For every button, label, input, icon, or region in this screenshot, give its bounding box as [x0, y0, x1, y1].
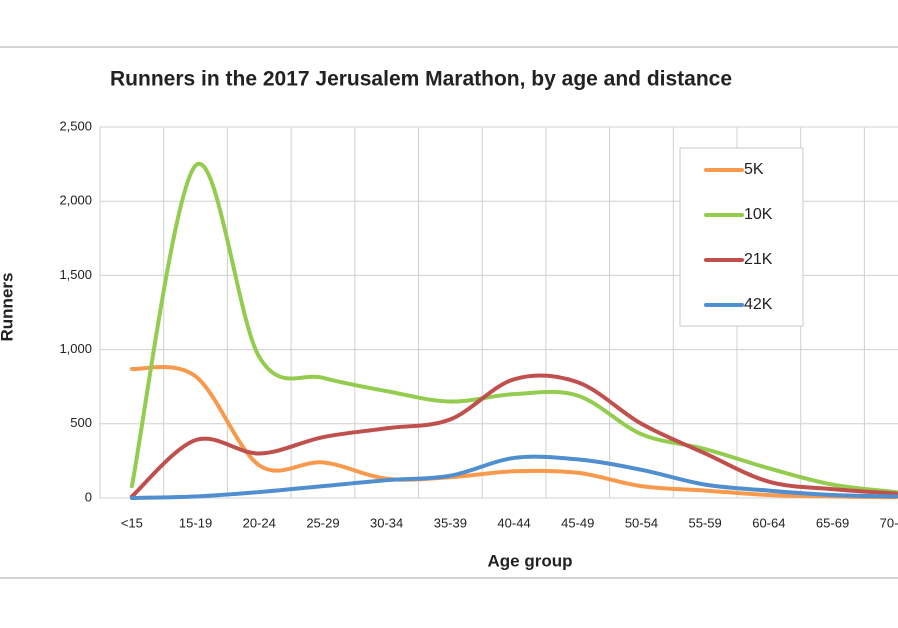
series-line	[129, 365, 898, 500]
y-tick-label: 2,500	[59, 118, 92, 133]
y-tick-label: 2,000	[59, 193, 92, 208]
x-tick-label: 25-29	[306, 515, 339, 530]
series-line	[129, 373, 898, 499]
x-tick-label: 20-24	[243, 515, 276, 530]
y-tick-label: 1,500	[59, 267, 92, 282]
x-tick-label: 30-34	[370, 515, 403, 530]
x-tick-label: 70-74	[880, 515, 898, 530]
chart-title: Runners in the 2017 Jerusalem Marathon, …	[110, 68, 732, 91]
x-tick-label: 15-19	[179, 515, 212, 530]
x-tick-label: 40-44	[497, 515, 530, 530]
y-tick-label: 0	[85, 489, 92, 504]
legend-label: 21K	[744, 251, 773, 268]
y-axis-label: Runners	[0, 273, 16, 342]
x-tick-label: 60-64	[752, 515, 785, 530]
x-tick-label: 35-39	[434, 515, 467, 530]
y-tick-label: 1,000	[59, 341, 92, 356]
x-tick-label: 65-69	[816, 515, 849, 530]
x-tick-label: 50-54	[625, 515, 658, 530]
series-line	[129, 161, 898, 495]
x-tick-label: 55-59	[689, 515, 722, 530]
x-tick-label: 45-49	[561, 515, 594, 530]
series-line	[129, 454, 898, 500]
y-tick-label: 500	[70, 415, 92, 430]
x-axis-label: Age group	[488, 551, 573, 570]
x-tick-label: <15	[121, 515, 143, 530]
legend-label: 42K	[744, 296, 773, 313]
legend-label: 10K	[744, 206, 773, 223]
legend-box	[679, 147, 804, 327]
legend-label: 5K	[744, 161, 764, 178]
